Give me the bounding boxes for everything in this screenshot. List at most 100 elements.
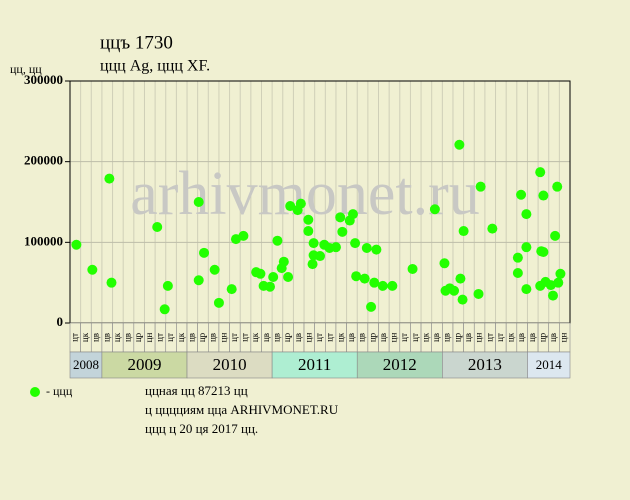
- point: [162, 280, 173, 291]
- point: [308, 238, 319, 249]
- legend-label: - ццц: [46, 384, 73, 398]
- x-tick-label: цв: [91, 333, 101, 342]
- point: [350, 238, 361, 249]
- x-tick-label: цк: [506, 332, 516, 342]
- point: [193, 197, 204, 207]
- point: [553, 277, 564, 288]
- x-tick-label: цв: [186, 333, 196, 342]
- year-label: 2011: [298, 355, 331, 374]
- point: [439, 258, 450, 269]
- year-band: [271, 351, 358, 379]
- note: ццц ц 20 ця 2017 цц.: [145, 421, 258, 436]
- point: [351, 271, 362, 282]
- x-tick-label: цв: [357, 333, 367, 342]
- point: [538, 190, 549, 201]
- x-tick-label: цт: [69, 333, 79, 342]
- year-label: 2009: [127, 355, 161, 374]
- x-tick-label: цр: [197, 332, 207, 342]
- x-tick-label: цр: [537, 332, 547, 342]
- point: [449, 285, 460, 296]
- point: [226, 284, 237, 295]
- plot-background: [70, 81, 570, 323]
- x-tick-label: цк: [80, 332, 90, 342]
- point: [555, 268, 566, 279]
- x-tick-label: цн: [474, 333, 484, 343]
- year-label: 2010: [213, 355, 247, 374]
- legend-marker: [30, 387, 40, 397]
- x-tick-label: цт: [165, 333, 175, 342]
- point: [454, 139, 465, 150]
- x-tick-label: цк: [335, 332, 345, 342]
- x-tick-label: цт: [410, 333, 420, 342]
- point: [278, 256, 289, 267]
- x-tick-label: цв: [527, 333, 537, 342]
- y-axis-label: цц, цц: [10, 62, 42, 76]
- x-tick-label: цт: [495, 333, 505, 342]
- point: [429, 204, 440, 215]
- point: [238, 230, 249, 241]
- point: [307, 259, 318, 270]
- point: [455, 273, 466, 284]
- x-tick-label: цв: [548, 333, 558, 342]
- x-tick-label: цв: [463, 333, 473, 342]
- x-tick-label: цр: [282, 332, 292, 342]
- y-tick-label: 200000: [24, 153, 63, 168]
- y-tick-label: 300000: [24, 72, 63, 87]
- year-band: [356, 351, 443, 379]
- point: [457, 294, 468, 305]
- point: [87, 264, 98, 275]
- x-tick-label: цн: [144, 333, 154, 343]
- point: [359, 273, 370, 284]
- point: [361, 242, 372, 253]
- point: [303, 214, 314, 225]
- point: [387, 280, 398, 291]
- point: [104, 173, 115, 184]
- point: [369, 277, 380, 288]
- point: [377, 280, 388, 291]
- point: [521, 284, 532, 295]
- note: ццная цц 87213 цц: [145, 383, 248, 398]
- x-tick-label: цв: [101, 333, 111, 342]
- x-tick-label: цк: [250, 332, 260, 342]
- point: [209, 264, 220, 275]
- point: [366, 301, 377, 312]
- point: [347, 209, 358, 220]
- point: [268, 272, 279, 283]
- x-tick-label: цт: [399, 333, 409, 342]
- point: [303, 226, 314, 237]
- x-tick-label: цв: [516, 333, 526, 342]
- point: [521, 242, 532, 253]
- point: [475, 181, 486, 192]
- year-band: [101, 351, 188, 379]
- point: [371, 244, 382, 255]
- point: [193, 275, 204, 286]
- x-tick-label: цт: [314, 333, 324, 342]
- x-tick-label: цв: [442, 333, 452, 342]
- point: [516, 189, 527, 200]
- x-tick-label: цв: [378, 333, 388, 342]
- x-tick-label: цт: [325, 333, 335, 342]
- year-label: 2013: [468, 355, 502, 374]
- point: [521, 209, 532, 220]
- note: ц цццциям цца ARHIVMONET.RU: [145, 402, 339, 417]
- year-band: [527, 351, 571, 379]
- x-tick-label: цв: [431, 333, 441, 342]
- point: [458, 226, 469, 237]
- point: [330, 242, 341, 253]
- point: [473, 288, 484, 299]
- point: [265, 281, 275, 292]
- point: [295, 198, 306, 209]
- year-label: 2012: [383, 355, 417, 374]
- x-tick-label: цк: [176, 332, 186, 342]
- y-tick-label: 0: [57, 314, 64, 329]
- x-tick-label: цк: [112, 332, 122, 342]
- x-tick-label: цр: [452, 332, 462, 342]
- x-tick-label: цт: [484, 333, 494, 342]
- point: [547, 290, 558, 301]
- x-tick-label: цв: [272, 333, 282, 342]
- point: [106, 277, 117, 288]
- x-tick-label: цв: [261, 333, 271, 342]
- point: [337, 226, 348, 237]
